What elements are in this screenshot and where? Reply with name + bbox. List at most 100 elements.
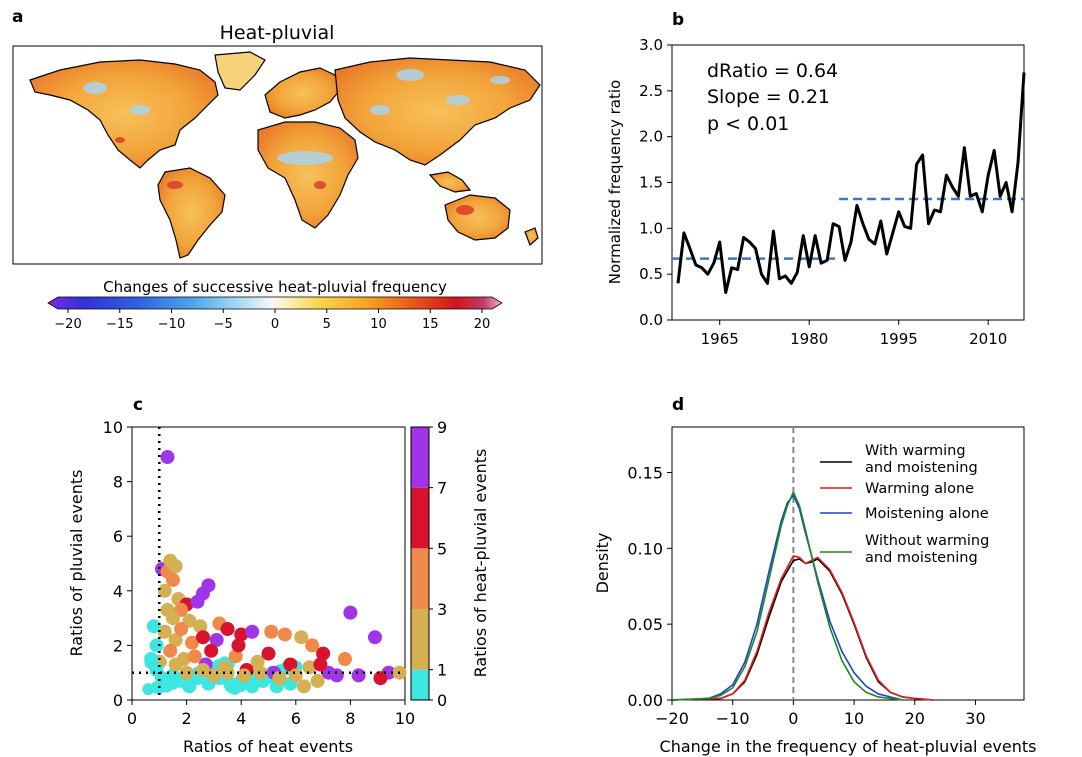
panel-b-label: b: [672, 10, 684, 30]
plot-c-xtick-label: 6: [291, 709, 301, 728]
map-cool-patches: [83, 69, 510, 165]
plot-c-point: [277, 627, 292, 642]
plot-c-point: [272, 671, 287, 686]
plot-d-ytick-label: 0.15: [627, 464, 663, 483]
plot-d-legend-label: Without warming: [865, 533, 989, 549]
plot-b-ytick-label: 1.5: [639, 174, 663, 192]
plot-d-series-line: [671, 491, 903, 701]
panel-a-label: a: [12, 7, 23, 27]
plot-c-point: [373, 671, 388, 686]
plot-c-point: [163, 643, 178, 658]
colorbar-a-tick-label: 20: [474, 317, 491, 332]
plot-c-point: [302, 660, 317, 675]
colorbar-a-tick-label: −15: [106, 317, 133, 332]
plot-c-point: [206, 668, 221, 683]
panel-a-title: Heat-pluvial: [220, 22, 335, 44]
plot-c-point: [223, 676, 238, 691]
plot-c-point: [190, 594, 205, 609]
plot-c-point: [160, 602, 175, 617]
plot-b-ytick-label: 2.0: [639, 128, 663, 146]
plot-c-point: [187, 649, 202, 664]
plot-c-point: [195, 662, 210, 677]
plot-c-ylabel: Ratios of pluvial events: [67, 470, 86, 657]
plot-b-annotation-3: p < 0.01: [707, 113, 789, 135]
land-north-america: [29, 59, 219, 169]
colorbar-c-segment: [411, 487, 429, 549]
plot-c-point: [294, 630, 309, 645]
colorbar-c-tick-label: 9: [437, 418, 447, 437]
colorbar-c-segment: [411, 669, 429, 700]
plot-b-xtick-label: 1995: [880, 330, 918, 348]
plot-c-point: [146, 619, 161, 634]
plot-c-frame: [131, 426, 406, 701]
plot-c-point: [195, 630, 210, 645]
plot-c-point: [144, 652, 159, 667]
plot-d-xtick-label: −10: [716, 709, 750, 728]
plot-c-point: [283, 657, 298, 672]
land-asia: [334, 57, 541, 166]
plot-b-ylabel: Normalized frequency ratio: [606, 80, 624, 284]
plot-b-xtick-label: 2010: [969, 330, 1007, 348]
plot-d-ytick-label: 0.05: [627, 615, 663, 634]
plot-c-xlabel: Ratios of heat events: [183, 737, 353, 756]
plot-b-ytick-label: 0.0: [639, 311, 663, 329]
plot-c-point: [316, 646, 331, 661]
plot-d-ytick-label: 0.10: [627, 539, 663, 558]
plot-c-point: [204, 643, 219, 658]
colorbar-c-tick-label: 7: [437, 479, 447, 498]
land-greenland: [214, 51, 266, 91]
colorbar-c-label: Ratios of heat-pluvial events: [471, 449, 490, 678]
plot-c-xtick-label: 0: [127, 709, 137, 728]
plot-c-ytick-label: 6: [113, 527, 123, 546]
plot-b-ytick-label: 2.5: [639, 82, 663, 100]
plot-c-ytick-label: 10: [103, 418, 123, 437]
plot-d-legend-label: Moistening alone: [865, 506, 989, 522]
plot-d-series-line: [671, 494, 903, 701]
colorbar-c: 0 1 3 5 7 9: [410, 418, 447, 710]
plot-c-xtick-label: 2: [182, 709, 192, 728]
plot-c-point: [310, 673, 325, 688]
colorbar-c-tick-label: 0: [437, 691, 447, 710]
panel-a: a Heat-pluvial: [12, 7, 543, 332]
map-hot-patches: [115, 137, 474, 215]
plot-c-xtick-label: 10: [395, 709, 415, 728]
land-south-america: [157, 167, 226, 259]
colorbar-a-tick-label: 15: [422, 317, 439, 332]
plot-c-point: [253, 665, 268, 680]
plot-c-point: [231, 638, 246, 653]
plot-d-xlabel: Change in the frequency of heat-pluvial …: [660, 737, 1037, 756]
plot-c-point: [168, 559, 183, 574]
plot-c-point: [157, 583, 172, 598]
plot-c-point: [234, 627, 249, 642]
plot-c-point: [179, 665, 194, 680]
plot-c: 0 2 4 6 8 10 0 2 4 6 8 10: [103, 418, 416, 728]
plot-c-point: [305, 638, 320, 653]
plot-d-xtick-label: 10: [844, 709, 864, 728]
plot-c-point: [337, 652, 352, 667]
colorbar-a-bar: [47, 296, 503, 310]
plot-b-series-line: [676, 72, 1026, 294]
land-new-zealand: [524, 227, 539, 247]
plot-d-frame: [671, 426, 1025, 701]
plot-c-point: [264, 624, 279, 639]
land-africa: [257, 121, 359, 229]
panel-d-label: d: [672, 395, 684, 415]
plot-c-point: [245, 624, 260, 639]
colorbar-a-tick-label: 0: [271, 317, 279, 332]
plot-d-series-line: [671, 555, 934, 701]
plot-c-point: [160, 450, 175, 465]
plot-c-xtick-label: 8: [345, 709, 355, 728]
land-europe: [264, 67, 341, 119]
plot-c-point: [261, 646, 276, 661]
plot-d-xtick-label: 30: [965, 709, 985, 728]
plot-c-point: [367, 630, 382, 645]
plot-c-point: [165, 572, 180, 587]
plot-c-point: [185, 635, 200, 650]
plot-b-xtick-label: 1980: [790, 330, 828, 348]
colorbar-c-segment: [411, 548, 429, 609]
plot-d: 0.00 0.05 0.10 0.15 −20 −10 0 10 20 30: [627, 427, 986, 728]
plot-c-point: [209, 632, 224, 647]
plot-b-annotation-2: Slope = 0.21: [707, 86, 830, 108]
